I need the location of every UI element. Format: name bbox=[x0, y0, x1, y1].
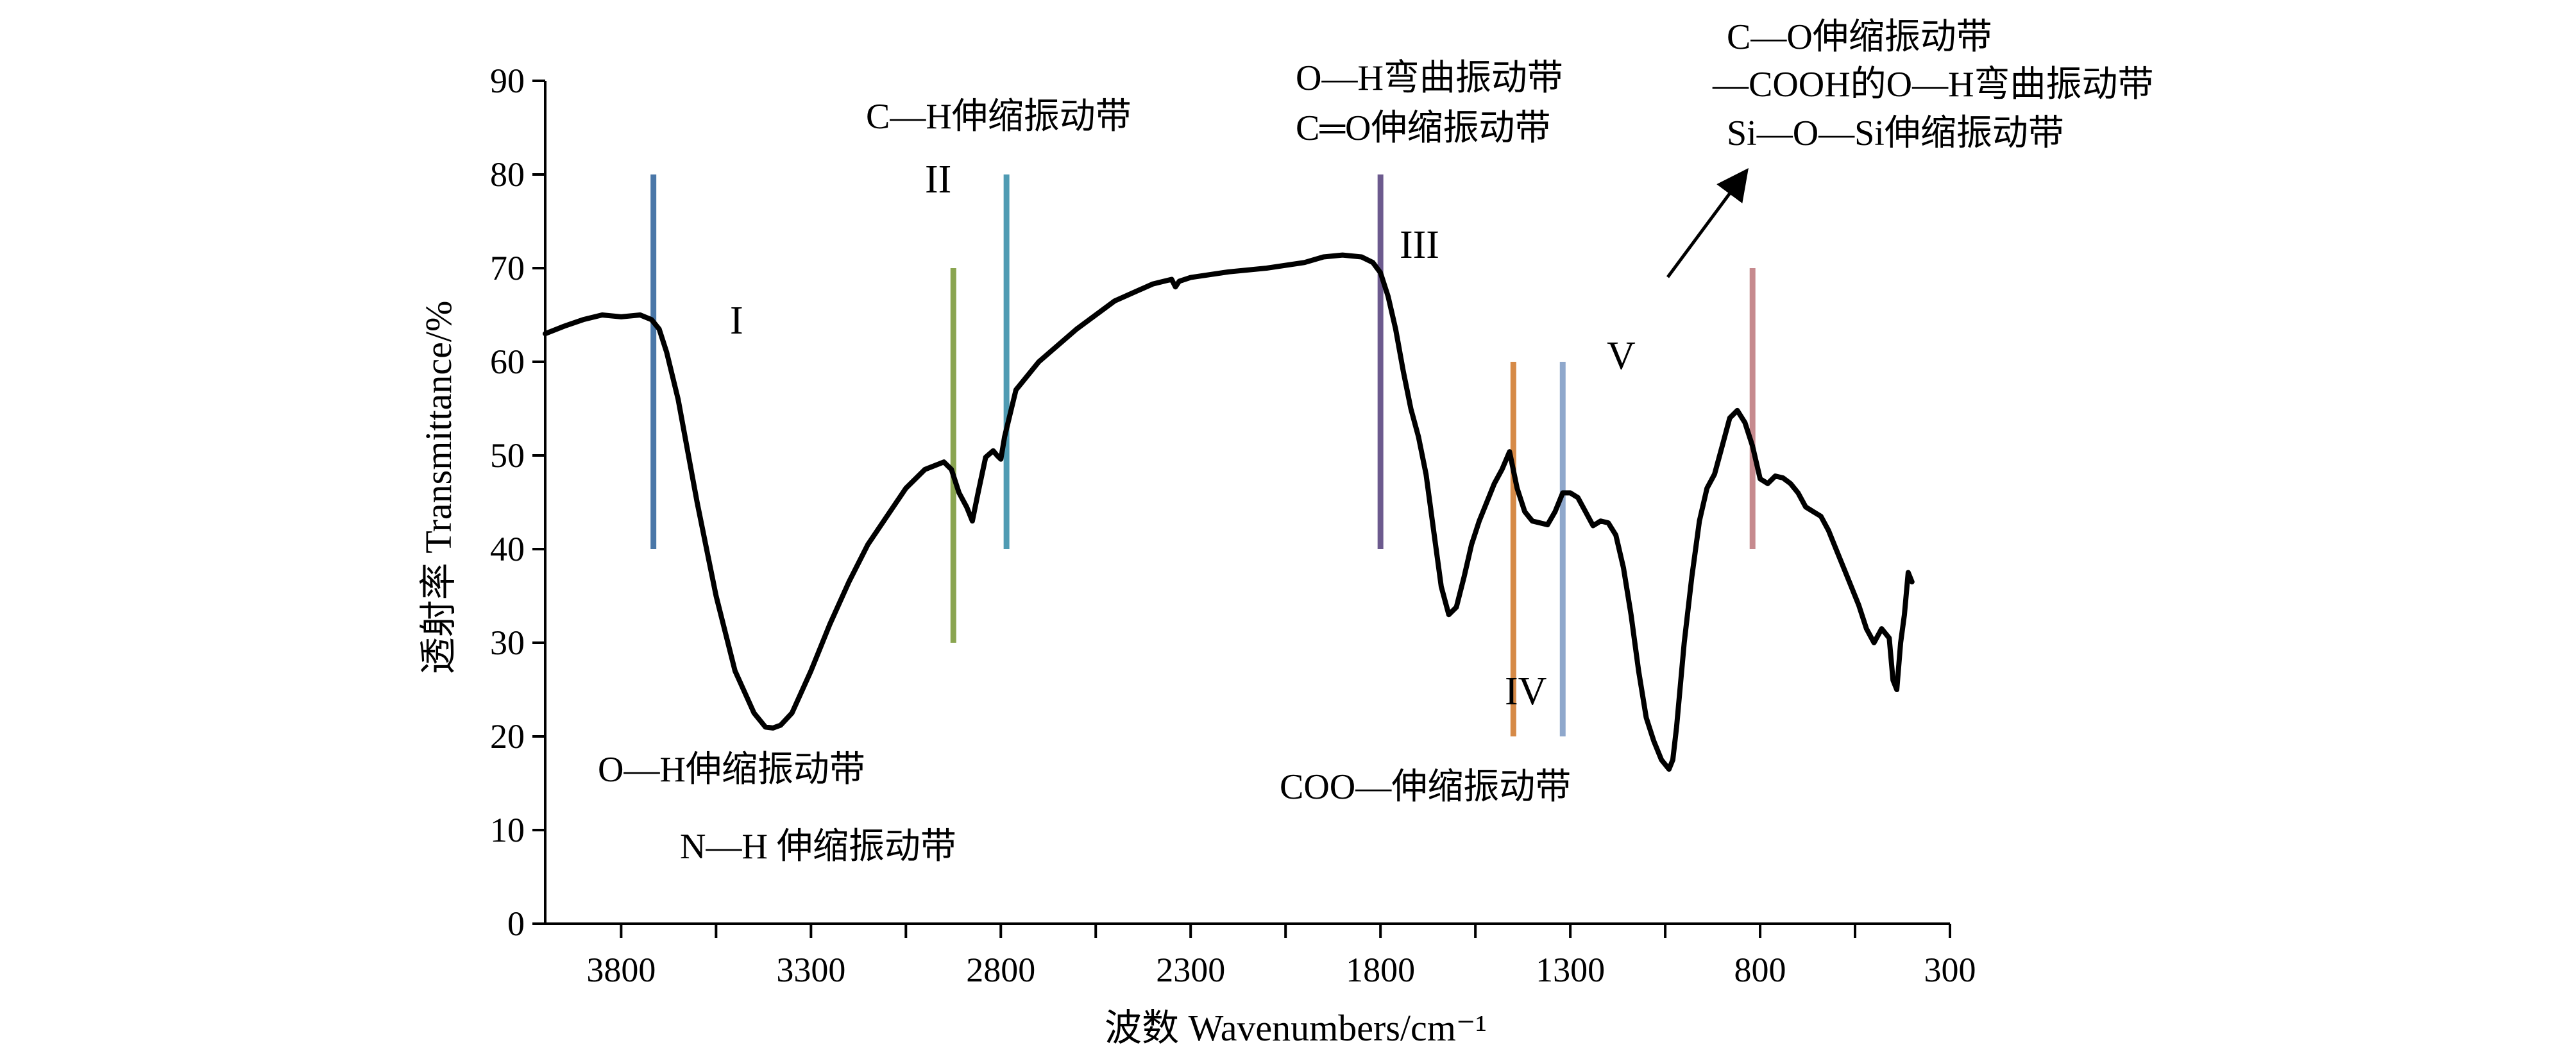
y-tick-label-6: 60 bbox=[490, 343, 525, 381]
annotation-oh-bend: O—H弯曲振动带 bbox=[1296, 58, 1563, 98]
x-tick-label-6: 800 bbox=[1734, 951, 1786, 989]
annotation-nh-stretch: N—H 伸缩振动带 bbox=[680, 827, 956, 867]
annotation-co-double-stretch: C═O伸缩振动带 bbox=[1296, 108, 1550, 148]
spectrum-line bbox=[543, 252, 1915, 772]
y-tick-label-8: 80 bbox=[490, 155, 525, 194]
annotation-cooh-oh-bend: —COOH的O—H弯曲振动带 bbox=[1712, 65, 2154, 105]
x-tick-label-2: 2800 bbox=[966, 951, 1035, 989]
annotation-oh-stretch: O—H伸缩振动带 bbox=[598, 750, 865, 790]
y-tick-label-5: 50 bbox=[490, 436, 525, 475]
x-tick-label-0: 3800 bbox=[586, 951, 656, 989]
y-tick-label-3: 30 bbox=[490, 624, 525, 662]
y-tick-label-2: 20 bbox=[490, 717, 525, 756]
region-label-4: IV bbox=[1505, 670, 1547, 713]
region-label-5: V bbox=[1607, 334, 1636, 378]
x-axis-title: 波数 Wavenumbers/cm⁻¹ bbox=[1105, 1007, 1487, 1049]
annotation-ch-stretch: C—H伸缩振动带 bbox=[866, 97, 1131, 137]
region-label-2: II bbox=[925, 158, 951, 201]
annotation-sios-stretch: Si—O—Si伸缩振动带 bbox=[1727, 114, 2064, 153]
y-tick-label-9: 90 bbox=[490, 62, 525, 100]
x-tick-label-1: 3300 bbox=[776, 951, 845, 989]
annotation-coo-stretch: COO—伸缩振动带 bbox=[1280, 767, 1571, 807]
x-tick-label-4: 1800 bbox=[1346, 951, 1415, 989]
region-label-3: III bbox=[1400, 223, 1439, 267]
y-tick-label-0: 0 bbox=[507, 904, 525, 943]
y-axis-title: 透射率 Transmittance/% bbox=[418, 301, 459, 675]
x-tick-label-3: 2300 bbox=[1156, 951, 1225, 989]
x-tick-label-7: 300 bbox=[1924, 951, 1976, 989]
y-tick-label-7: 70 bbox=[490, 249, 525, 287]
plot-area: 0 10 20 30 40 50 60 70 80 90 3800 3300 2800 2300 1800 1… bbox=[490, 62, 1976, 989]
region-label-1: I bbox=[730, 299, 743, 343]
annotation-arrow bbox=[1666, 167, 1749, 278]
y-tick-label-1: 10 bbox=[490, 811, 525, 849]
y-tick-label-4: 40 bbox=[490, 530, 525, 568]
x-tick-label-5: 1300 bbox=[1536, 951, 1605, 989]
annotation-co-stretch: C—O伸缩振动带 bbox=[1727, 17, 1992, 57]
